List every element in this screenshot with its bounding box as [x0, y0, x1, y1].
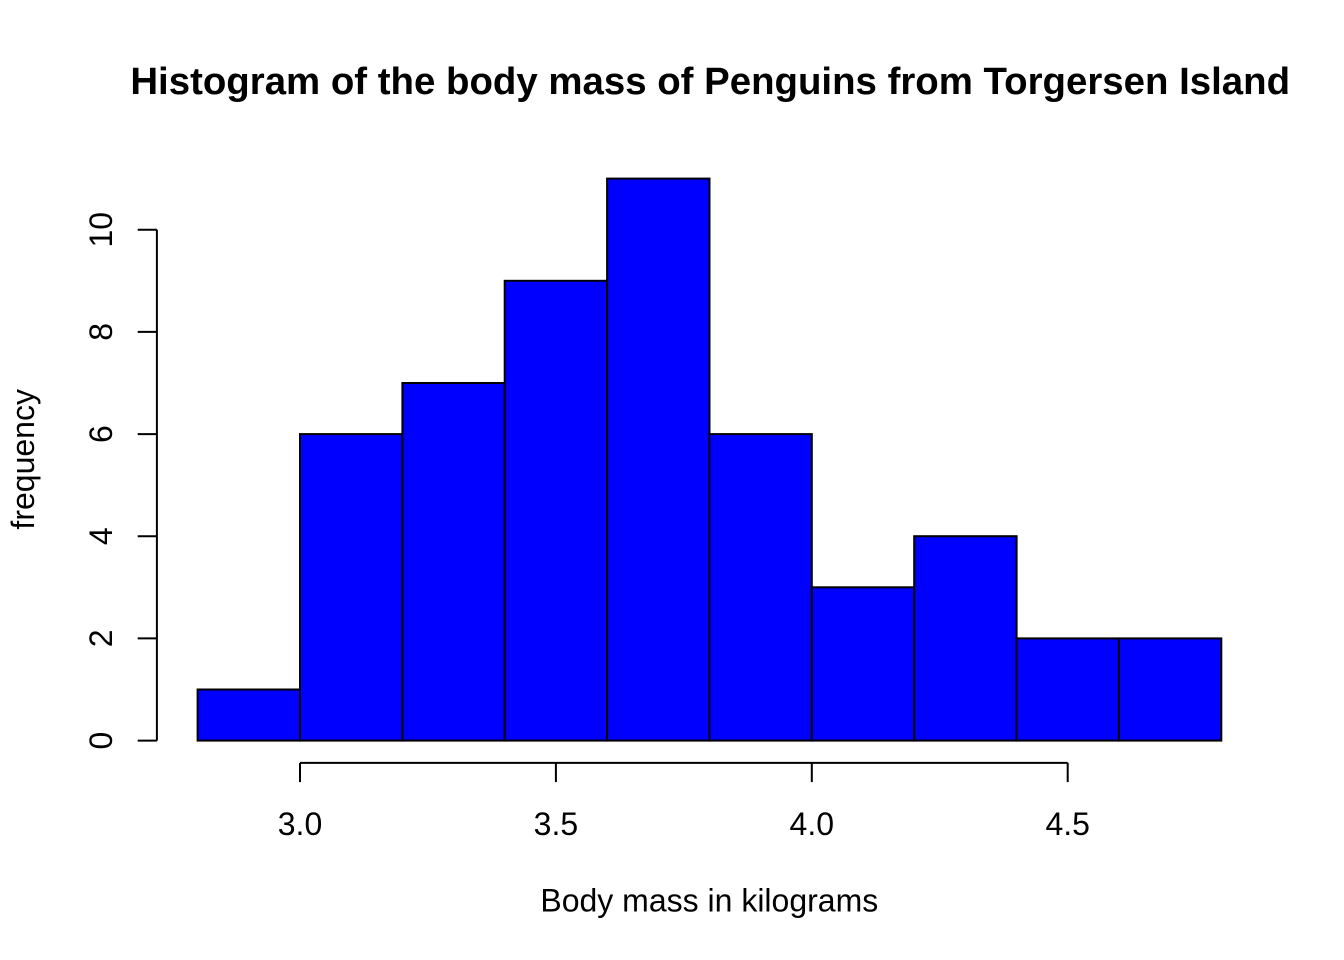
svg-text:Histogram of the body mass of: Histogram of the body mass of Penguins f… [130, 60, 1290, 103]
svg-text:10: 10 [83, 212, 119, 248]
svg-text:6: 6 [83, 425, 119, 443]
svg-text:Body mass in kilograms: Body mass in kilograms [540, 882, 878, 918]
svg-text:4: 4 [83, 527, 119, 545]
svg-text:4.5: 4.5 [1045, 806, 1089, 842]
svg-text:0: 0 [83, 732, 119, 750]
svg-text:3.5: 3.5 [534, 806, 578, 842]
svg-text:frequency: frequency [5, 389, 41, 530]
svg-text:2: 2 [83, 630, 119, 648]
svg-text:4.0: 4.0 [790, 806, 834, 842]
svg-text:3.0: 3.0 [278, 806, 322, 842]
svg-text:8: 8 [83, 323, 119, 341]
